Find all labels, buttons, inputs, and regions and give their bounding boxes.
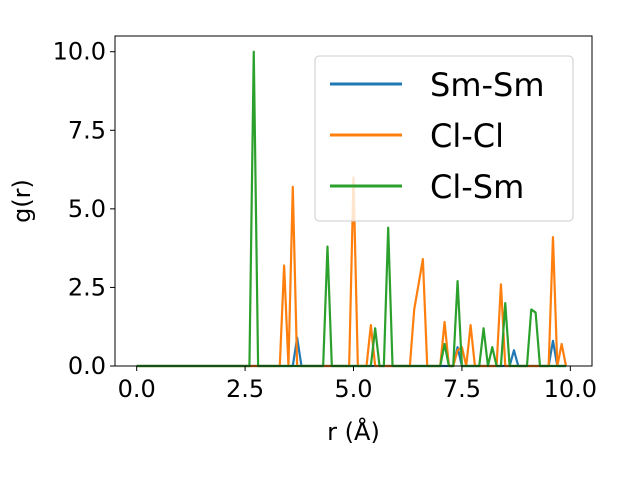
x-tick-label: 0.0 xyxy=(118,375,156,403)
y-tick-label: 0.0 xyxy=(68,352,106,380)
x-tick-label: 10.0 xyxy=(544,375,597,403)
y-axis-label: g(r) xyxy=(8,179,36,223)
y-tick-label: 2.5 xyxy=(68,273,106,301)
x-axis: 0.0 2.5 5.0 7.5 10.0 xyxy=(118,366,597,403)
x-axis-label: r (Å) xyxy=(327,417,380,446)
y-axis: 0.0 2.5 5.0 7.5 10.0 xyxy=(53,38,115,380)
y-tick-label: 5.0 xyxy=(68,195,106,223)
x-tick-label: 2.5 xyxy=(226,375,264,403)
legend-box xyxy=(314,55,574,222)
legend: Sm-Sm Cl-Cl Cl-Sm xyxy=(314,55,574,222)
y-tick-label: 7.5 xyxy=(68,116,106,144)
y-tick-label: 10.0 xyxy=(53,38,106,66)
legend-label: Sm-Sm xyxy=(430,66,545,104)
legend-label: Cl-Sm xyxy=(430,168,524,206)
legend-label: Cl-Cl xyxy=(430,117,504,155)
x-tick-label: 7.5 xyxy=(443,375,481,403)
x-tick-label: 5.0 xyxy=(334,375,372,403)
